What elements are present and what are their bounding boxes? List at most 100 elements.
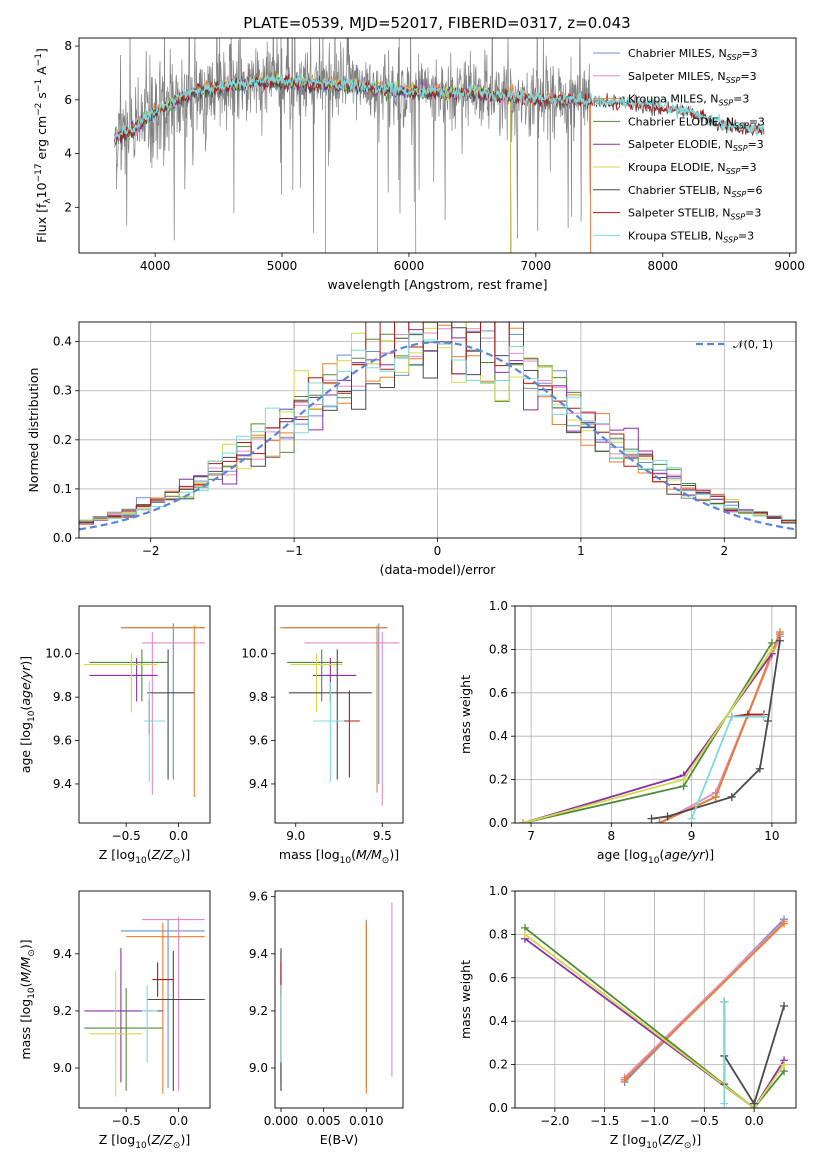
x-tick-label: −1.5	[590, 1114, 619, 1128]
legend-entry: Salpeter STELIB, NSSP=3	[628, 207, 761, 222]
y-tick-label: 9.4	[249, 777, 268, 791]
y-tick-label: 0.2	[53, 433, 72, 447]
x-tick-label: 9.0	[286, 829, 305, 843]
mass-weight-marker	[763, 717, 772, 726]
histogram-legend: 𝒩(0, 1)	[696, 338, 773, 351]
x-axis-label: (data-model)/error	[380, 562, 497, 577]
mass-weight-line	[524, 933, 785, 1108]
data-spectrum-line	[114, 38, 591, 253]
y-tick-label: 9.0	[249, 1061, 268, 1075]
y-tick-label: 8	[64, 39, 72, 53]
y-tick-label: 2	[64, 200, 72, 214]
y-tick-label: 0.4	[53, 335, 72, 349]
figure-title: PLATE=0539, MJD=52017, FIBERID=0317, z=0…	[243, 14, 630, 32]
mass-weight-line	[524, 927, 785, 1108]
x-tick-label: 6000	[394, 259, 425, 273]
axes-frame	[78, 37, 797, 254]
y-axis-label: mass weight	[458, 960, 473, 1039]
y-tick-label: 0.1	[53, 482, 72, 496]
mass-weight-marker	[720, 1099, 729, 1108]
legend-entry: Chabrier ELODIE, NSSP=3	[628, 115, 765, 130]
y-tick-label: 0.2	[489, 1058, 508, 1072]
plot-area	[519, 628, 784, 823]
y-tick-label: 9.4	[53, 947, 72, 961]
y-tick-label: 9.8	[249, 690, 268, 704]
x-tick-label: 0.000	[264, 1114, 298, 1128]
mass-weight-marker	[775, 628, 784, 637]
mass-weight-marker	[780, 1060, 789, 1069]
y-tick-label: 9.6	[53, 734, 72, 748]
mass-weight-marker	[620, 1075, 629, 1084]
y-axis-label: age [log10(age/yr)]	[18, 656, 37, 773]
legend-entry: 𝒩(0, 1)	[733, 338, 773, 351]
y-tick-label: 9.6	[249, 890, 268, 904]
y-tick-label: 0.8	[489, 642, 508, 656]
mass-weight-marker	[663, 812, 672, 821]
histogram-axes: −2 −1 0 1 2 0.0 0.1 0.2 0.3 0.4 (data-model)/error…	[26, 321, 797, 577]
x-tick-label: −1	[285, 544, 303, 558]
error-bar-point	[84, 948, 163, 1083]
error-bar-point	[84, 653, 158, 713]
plot-area	[113, 38, 765, 253]
x-tick-label: −0.5	[690, 1114, 719, 1128]
axes-frame	[78, 890, 211, 1109]
y-axis-label: Flux [fλ10−17 erg cm−2 s−1 A−1]	[34, 48, 53, 243]
y-tick-label: 9.8	[53, 690, 72, 704]
mass-weight-marker	[780, 919, 789, 928]
y-tick-label: 0.4	[489, 1014, 508, 1028]
spectrum-axes: 4000 5000 6000 7000 8000 9000 2 4 6 8 wavelength […	[34, 37, 805, 292]
legend-entry: Chabrier MILES, NSSP=3	[628, 47, 758, 62]
mass-weight-line	[623, 920, 785, 1079]
error-bar-point	[120, 623, 205, 780]
massweight-age-axes: 7 8 9 10 0.0 0.2 0.4 0.6 0.8 1.0 age [log10(age/yr…	[458, 599, 797, 866]
axes-frame	[514, 890, 797, 1109]
y-tick-label: 0.3	[53, 384, 72, 398]
error-bar-point	[304, 632, 400, 806]
grid-lines	[515, 890, 796, 1109]
y-axis-label: mass [log10(M/M⊙)]	[18, 939, 37, 1059]
y-tick-label: 0.0	[489, 1101, 508, 1115]
x-tick-label: 0.005	[306, 1114, 340, 1128]
y-tick-label: 9.2	[53, 1004, 72, 1018]
plot-area	[280, 902, 393, 1094]
x-tick-label: 4000	[140, 259, 171, 273]
y-tick-label: 0.6	[489, 971, 508, 985]
x-axis-label: wavelength [Angstrom, rest frame]	[327, 277, 547, 292]
error-bar-point	[147, 649, 195, 780]
age-z-axes: −0.5 0.0 9.4 9.6 9.8 10.0 Z [log10(Z/Z⊙)] age […	[18, 605, 211, 866]
mass-weight-marker	[520, 930, 529, 939]
axes-frame	[274, 605, 404, 824]
x-tick-label: 0	[434, 544, 442, 558]
normal-reference-curve	[79, 341, 796, 531]
y-tick-label: 10.0	[45, 647, 72, 661]
mass-weight-marker	[755, 764, 764, 773]
plot-area	[84, 916, 205, 1097]
legend-entry: Chabrier STELIB, NSSP=6	[628, 184, 762, 199]
legend-entry: Salpeter MILES, NSSP=3	[628, 70, 757, 85]
error-bar-point	[89, 658, 158, 702]
y-tick-label: 0.4	[489, 729, 508, 743]
y-tick-label: 0.8	[489, 927, 508, 941]
y-tick-label: 0.0	[489, 816, 508, 830]
y-tick-label: 6	[64, 93, 72, 107]
legend-entry: Kroupa ELODIE, NSSP=3	[628, 161, 757, 176]
x-axis-label: mass [log10(M/M⊙)]	[279, 847, 399, 866]
error-bar-point	[283, 623, 388, 784]
x-tick-label: −2.0	[540, 1114, 569, 1128]
plot-area	[520, 915, 789, 1108]
axes-frame	[78, 605, 211, 824]
mass-weight-marker	[720, 997, 729, 1006]
x-axis-label: E(B-V)	[320, 1132, 359, 1147]
x-axis-label: Z [log10(Z/Z⊙)]	[610, 1132, 701, 1151]
error-bar-point	[120, 625, 205, 797]
x-tick-label: 1	[577, 544, 585, 558]
mass-weight-line	[522, 642, 773, 823]
error-bar-point	[141, 916, 205, 1091]
plot-area	[84, 623, 205, 797]
y-tick-label: 4	[64, 147, 72, 161]
error-bar-point	[340, 690, 360, 778]
mass-weight-marker	[727, 712, 736, 721]
legend-entry: Salpeter ELODIE, NSSP=3	[628, 138, 764, 153]
x-tick-label: 0.0	[745, 1114, 764, 1128]
error-bar-point	[313, 681, 345, 782]
